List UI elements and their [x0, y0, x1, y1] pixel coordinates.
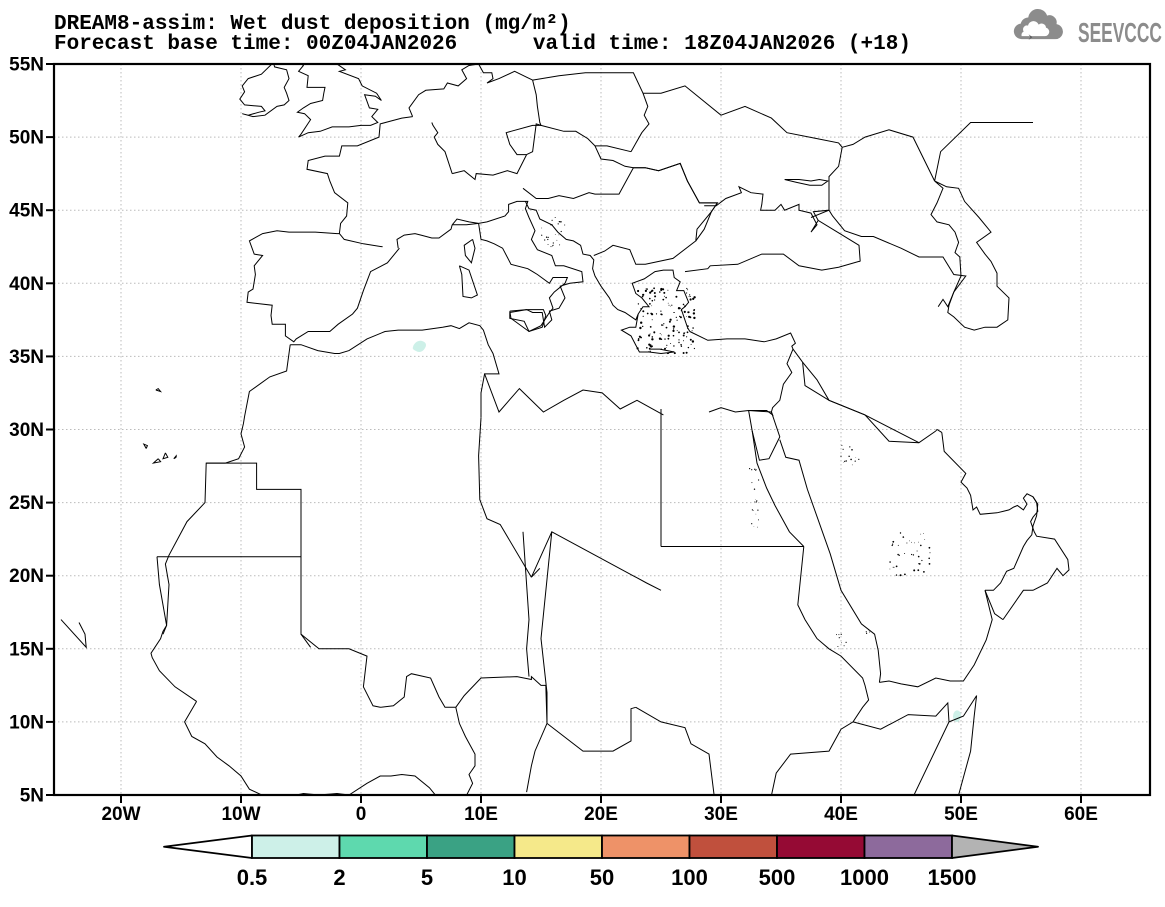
svg-text:1000: 1000: [840, 865, 889, 890]
svg-text:50E: 50E: [944, 804, 978, 825]
svg-text:40N: 40N: [9, 274, 44, 295]
svg-text:20E: 20E: [584, 804, 618, 825]
svg-text:10W: 10W: [221, 804, 260, 825]
svg-text:15N: 15N: [9, 639, 44, 660]
svg-text:0: 0: [356, 804, 367, 825]
svg-text:40E: 40E: [824, 804, 858, 825]
svg-text:2: 2: [333, 865, 345, 890]
svg-text:50: 50: [590, 865, 614, 890]
svg-text:35N: 35N: [9, 347, 44, 368]
svg-text:60E: 60E: [1064, 804, 1098, 825]
svg-text:1500: 1500: [928, 865, 977, 890]
svg-text:0.5: 0.5: [237, 865, 268, 890]
svg-text:20W: 20W: [101, 804, 140, 825]
svg-text:10E: 10E: [464, 804, 498, 825]
svg-text:45N: 45N: [9, 201, 44, 222]
svg-text:10N: 10N: [9, 712, 44, 733]
svg-text:30N: 30N: [9, 420, 44, 441]
svg-text:SEEVCCC: SEEVCCC: [1078, 17, 1162, 48]
svg-text:55N: 55N: [9, 55, 44, 76]
svg-text:50N: 50N: [9, 128, 44, 149]
svg-text:100: 100: [671, 865, 708, 890]
svg-text:30E: 30E: [704, 804, 738, 825]
svg-text:20N: 20N: [9, 566, 44, 587]
svg-text:25N: 25N: [9, 493, 44, 514]
svg-text:5: 5: [421, 865, 433, 890]
svg-text:5N: 5N: [20, 786, 44, 807]
svg-text:500: 500: [759, 865, 796, 890]
svg-text:10: 10: [502, 865, 526, 890]
